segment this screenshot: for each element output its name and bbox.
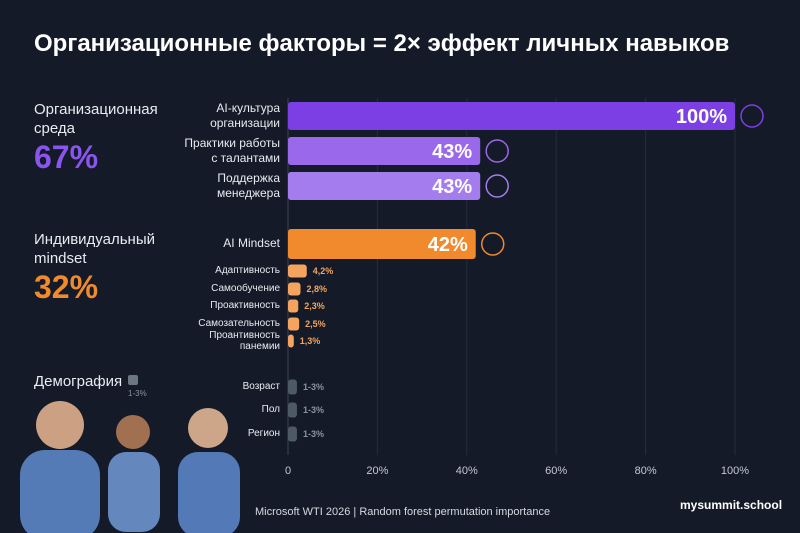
category-label: Поддержка менеджера bbox=[216, 171, 280, 200]
source: Microsoft WTI 2026 | Random forest permu… bbox=[255, 506, 551, 518]
brand: mysummit.school bbox=[680, 498, 783, 512]
group-share: 67% bbox=[34, 139, 99, 175]
x-tick-label: 60% bbox=[545, 465, 567, 477]
bar bbox=[288, 229, 476, 259]
x-tick-label: 0 bbox=[285, 465, 291, 477]
bar bbox=[288, 172, 481, 200]
bar bbox=[288, 264, 307, 278]
value-label: 2,3% bbox=[304, 301, 325, 311]
value-label: 1-3% bbox=[303, 405, 324, 415]
category-label: Регион bbox=[247, 428, 280, 439]
bar bbox=[288, 317, 300, 331]
category-label: AI Mindset bbox=[223, 236, 280, 250]
bar bbox=[288, 426, 297, 442]
group-name: Демография bbox=[34, 373, 123, 390]
value-label: 1-3% bbox=[303, 429, 324, 439]
bar bbox=[288, 379, 297, 395]
people-illustration bbox=[20, 401, 240, 533]
bar bbox=[288, 137, 481, 165]
category-label: Проактивность bbox=[210, 300, 280, 311]
bar-icon bbox=[740, 104, 764, 128]
category-label: Самозательность bbox=[198, 318, 280, 329]
category-label: AI-культура организации bbox=[210, 101, 280, 130]
value-label: 43% bbox=[432, 176, 472, 198]
category-label: Проантивность панемии bbox=[209, 330, 280, 352]
value-label: 1,3% bbox=[300, 336, 321, 346]
value-label: 2,5% bbox=[305, 319, 326, 329]
category-label: Пол bbox=[261, 404, 280, 415]
category-label: Адаптивность bbox=[215, 265, 280, 276]
value-label: 1-3% bbox=[303, 382, 324, 392]
x-tick-label: 40% bbox=[456, 465, 478, 477]
bar bbox=[288, 282, 301, 296]
category-label: Практики работы с талантами bbox=[184, 136, 280, 165]
group-share: 1-3% bbox=[128, 389, 147, 398]
value-label: 42% bbox=[428, 234, 468, 256]
group-swatch bbox=[128, 375, 138, 385]
value-label: 100% bbox=[676, 106, 727, 128]
title: Организационные факторы = 2× эффект личн… bbox=[34, 30, 730, 57]
bar-icon bbox=[485, 139, 509, 163]
category-label: Самообучение bbox=[211, 283, 280, 294]
x-tick-label: 20% bbox=[366, 465, 388, 477]
value-label: 2,8% bbox=[307, 284, 328, 294]
bar bbox=[288, 102, 735, 130]
x-tick-label: 100% bbox=[721, 465, 749, 477]
x-tick-label: 80% bbox=[635, 465, 657, 477]
value-label: 4,2% bbox=[313, 266, 334, 276]
category-label: Возраст bbox=[242, 381, 280, 392]
group-name: Индивидуальный mindset bbox=[34, 231, 155, 267]
bar bbox=[288, 402, 297, 418]
group-share: 32% bbox=[34, 269, 99, 305]
bar-icon bbox=[485, 174, 509, 198]
value-label: 43% bbox=[432, 141, 472, 163]
bar bbox=[288, 334, 294, 348]
bar bbox=[288, 299, 299, 313]
bar-icon bbox=[480, 232, 505, 256]
group-name: Организационная среда bbox=[34, 101, 158, 137]
